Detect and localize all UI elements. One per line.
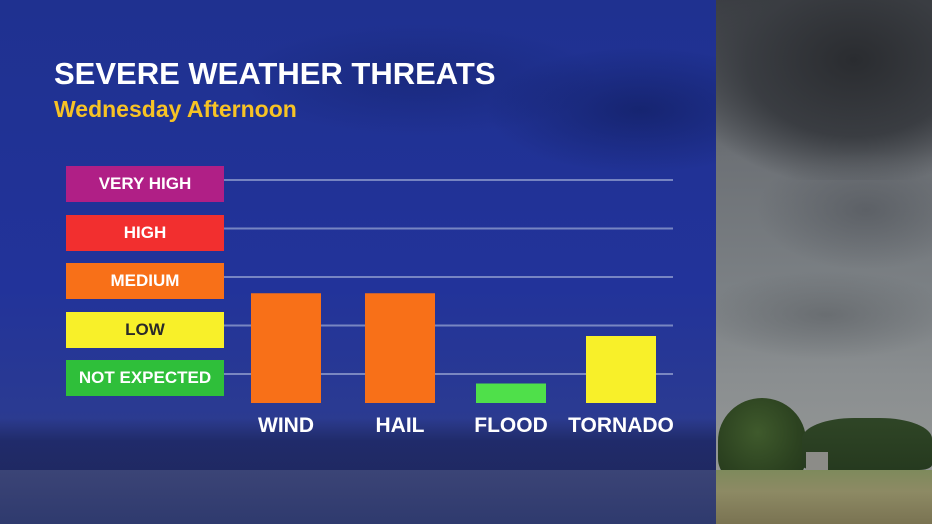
cloud [716,270,932,360]
grass-field [716,470,932,524]
graphic-panel [0,0,716,524]
background-treeline [0,418,716,476]
level-badge-very-high: VERY HIGH [66,166,224,202]
background-field [0,470,716,524]
bar-flood [476,383,546,403]
category-label-tornado: TORNADO [568,414,674,437]
category-label-flood: FLOOD [474,414,548,437]
level-badge-not-expected: NOT EXPECTED [66,360,224,396]
level-badge-low: LOW [66,311,224,348]
category-labels: WIND HAIL FLOOD TORNADO [258,414,674,437]
chart-title: SEVERE WEATHER THREATS [54,56,496,91]
bar-wind [251,293,321,403]
level-badge-medium: MEDIUM [66,263,224,299]
bar-tornado [586,336,656,403]
cloud [756,150,932,270]
bar-hail [365,293,435,403]
threat-bar-chart: WIND HAIL FLOOD TORNADO [224,179,674,437]
chart-subtitle: Wednesday Afternoon [54,96,297,122]
bars [251,293,656,403]
category-label-wind: WIND [258,414,314,437]
tree [718,398,806,484]
storm-sky-photo [716,0,932,524]
category-label-hail: HAIL [376,414,425,437]
level-badge-high: HIGH [66,214,224,251]
